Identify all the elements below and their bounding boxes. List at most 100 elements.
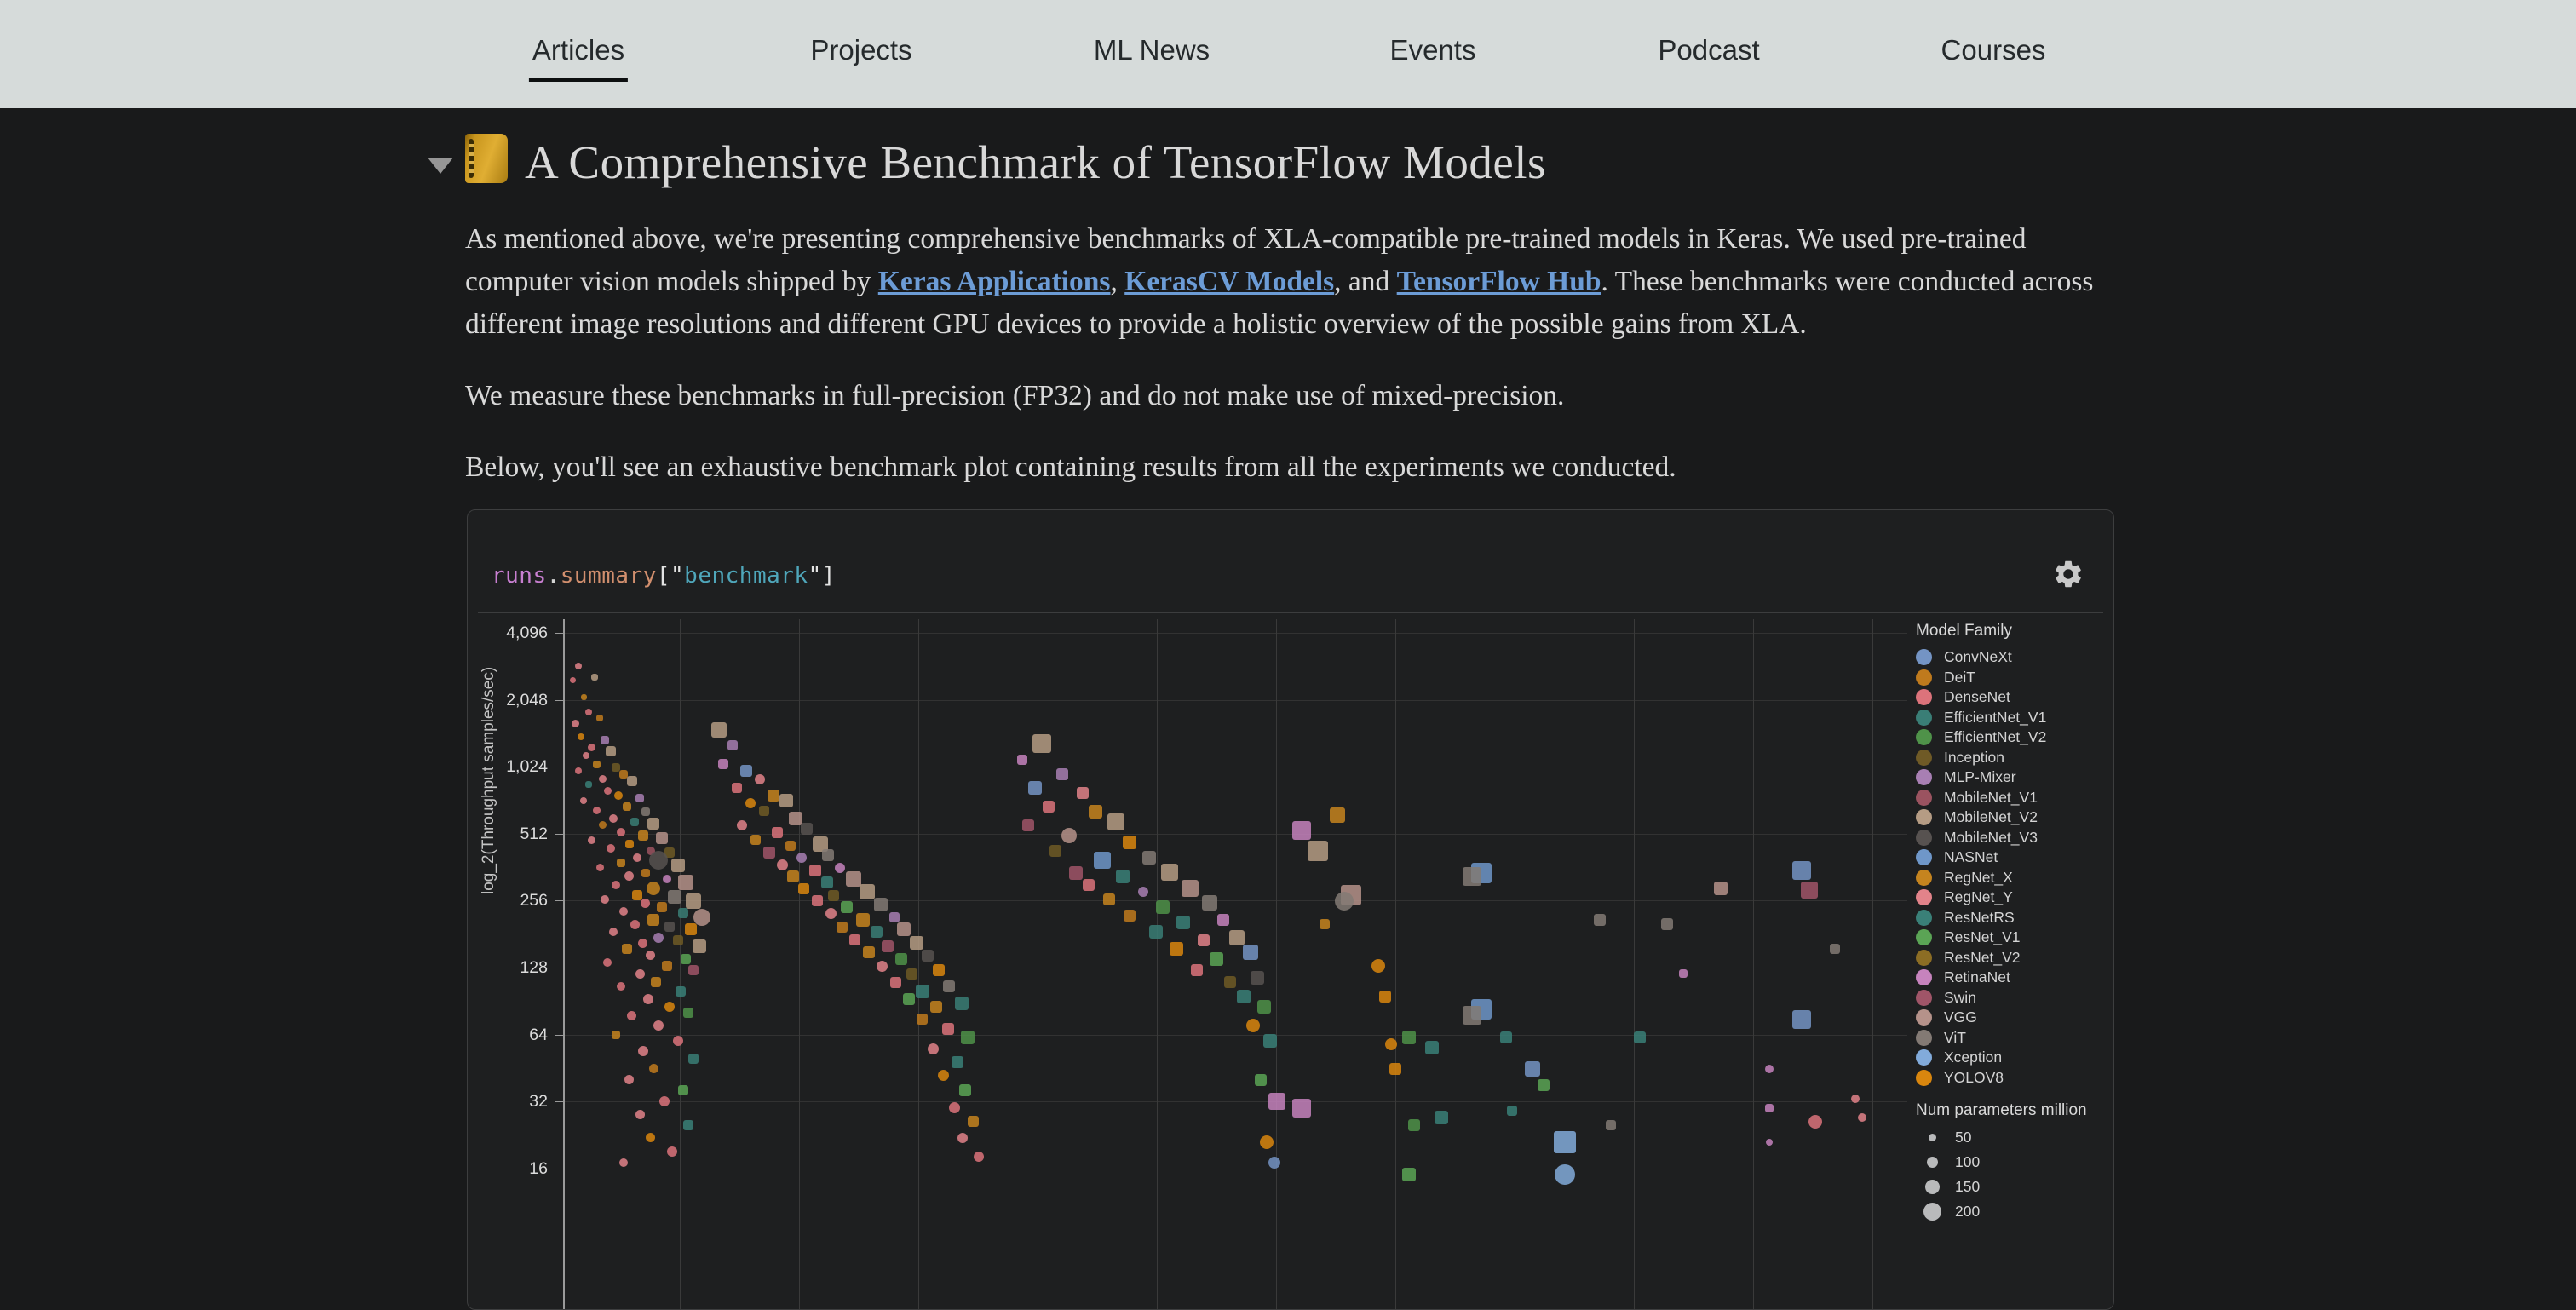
scatter-point bbox=[678, 874, 694, 890]
legend-item-efficientnet_v1[interactable]: EfficientNet_V1 bbox=[1916, 708, 2110, 728]
scatter-point bbox=[1210, 951, 1224, 966]
nav-tab-projects[interactable]: Projects bbox=[810, 34, 912, 66]
scatter-point bbox=[1714, 882, 1728, 896]
legend-item-convnext[interactable]: ConvNeXt bbox=[1916, 647, 2110, 668]
legend-item-swin[interactable]: Swin bbox=[1916, 988, 2110, 1008]
v-gridline bbox=[1395, 619, 1396, 1309]
legend-item-xception[interactable]: Xception bbox=[1916, 1048, 2110, 1068]
nav-tab-events[interactable]: Events bbox=[1389, 34, 1476, 66]
nav-tab-courses[interactable]: Courses bbox=[1941, 34, 2046, 66]
legend-item-inception[interactable]: Inception bbox=[1916, 748, 2110, 768]
legend-swatch-icon bbox=[1916, 1049, 1932, 1066]
scatter-point bbox=[915, 984, 929, 998]
legend-item-mobilenet_v1[interactable]: MobileNet_V1 bbox=[1916, 788, 2110, 808]
scatter-point bbox=[1765, 1138, 1773, 1146]
y-tick-mark bbox=[555, 1101, 563, 1103]
scatter-point bbox=[588, 836, 596, 844]
scatter-point bbox=[1434, 1111, 1448, 1125]
legend-item-resnet_v2[interactable]: ResNet_V2 bbox=[1916, 948, 2110, 968]
legend-label: RegNet_X bbox=[1944, 868, 2013, 886]
scatter-point bbox=[1049, 844, 1061, 857]
scatter-point bbox=[949, 1102, 961, 1114]
scatter-point bbox=[902, 993, 915, 1006]
scatter-point bbox=[873, 898, 888, 912]
legend-item-regnet_x[interactable]: RegNet_X bbox=[1916, 868, 2110, 888]
link-keras-applications[interactable]: Keras Applications bbox=[877, 266, 1111, 297]
nav-tab-podcast[interactable]: Podcast bbox=[1658, 34, 1760, 66]
scatter-point bbox=[906, 968, 917, 980]
scatter-point bbox=[932, 963, 945, 976]
scatter-point bbox=[1123, 909, 1136, 922]
collapse-caret-icon[interactable] bbox=[428, 158, 453, 174]
legend-item-resnetrs[interactable]: ResNetRS bbox=[1916, 908, 2110, 928]
link-tensorflow-hub[interactable]: TensorFlow Hub bbox=[1396, 266, 1601, 297]
benchmark-chart-panel: runs.summary["benchmark"] log_2(Throughp… bbox=[467, 509, 2114, 1310]
scatter-point bbox=[841, 900, 854, 913]
legend-swatch-icon bbox=[1916, 669, 1932, 686]
scatter-point bbox=[619, 769, 629, 779]
scatter-point bbox=[692, 939, 706, 953]
legend-swatch-icon bbox=[1916, 749, 1932, 766]
legend-item-efficientnet_v2[interactable]: EfficientNet_V2 bbox=[1916, 727, 2110, 748]
legend-item-mlp-mixer[interactable]: MLP-Mixer bbox=[1916, 767, 2110, 788]
scatter-point bbox=[624, 839, 634, 848]
scatter-point bbox=[614, 791, 624, 800]
y-tick-mark bbox=[555, 900, 563, 902]
legend-item-resnet_v1[interactable]: ResNet_V1 bbox=[1916, 928, 2110, 948]
scatter-point bbox=[658, 1096, 670, 1107]
nav-tab-ml-news[interactable]: ML News bbox=[1093, 34, 1210, 66]
legend-item-regnet_y[interactable]: RegNet_Y bbox=[1916, 888, 2110, 908]
legend-item-retinanet[interactable]: RetinaNet bbox=[1916, 968, 2110, 988]
nav-tab-articles[interactable]: Articles bbox=[528, 34, 629, 82]
legend-item-mobilenet_v3[interactable]: MobileNet_V3 bbox=[1916, 828, 2110, 848]
v-gridline bbox=[918, 619, 919, 1309]
scatter-point bbox=[664, 922, 676, 933]
scatter-point bbox=[922, 949, 934, 962]
y-tick-label: 128 bbox=[520, 958, 548, 977]
scatter-point bbox=[608, 928, 618, 937]
scatter-point bbox=[627, 1010, 637, 1020]
scatter-point bbox=[601, 735, 610, 744]
scatter-point bbox=[796, 852, 807, 863]
scatter-point bbox=[667, 1146, 678, 1158]
scatter-point bbox=[1217, 913, 1230, 926]
scatter-point bbox=[611, 1030, 620, 1039]
v-gridline bbox=[1276, 619, 1277, 1309]
gear-icon[interactable] bbox=[2052, 558, 2084, 590]
scatter-point bbox=[624, 1075, 635, 1085]
scatter-point bbox=[762, 847, 775, 859]
scatter-point bbox=[635, 968, 645, 979]
scatter-point bbox=[633, 853, 642, 862]
scatter-point bbox=[1236, 989, 1251, 1003]
legend-title: Model Family bbox=[1916, 622, 2012, 640]
size-legend-item-200: 200 bbox=[1916, 1199, 2110, 1224]
y-tick-mark bbox=[555, 833, 563, 835]
scatter-point bbox=[1028, 781, 1043, 796]
scatter-point bbox=[1142, 850, 1157, 865]
legend-item-mobilenet_v2[interactable]: MobileNet_V2 bbox=[1916, 807, 2110, 828]
scatter-point bbox=[938, 1069, 950, 1081]
legend-item-yolov8[interactable]: YOLOV8 bbox=[1916, 1068, 2110, 1089]
legend-item-nasnet[interactable]: NASNet bbox=[1916, 847, 2110, 868]
scatter-point bbox=[1857, 1113, 1866, 1123]
code-lbracket: [" bbox=[656, 563, 685, 589]
size-label: 150 bbox=[1955, 1178, 1981, 1195]
scatter-point bbox=[957, 1132, 969, 1143]
legend-item-deit[interactable]: DeiT bbox=[1916, 668, 2110, 688]
scatter-point bbox=[683, 1008, 694, 1019]
scatter-point bbox=[1830, 944, 1841, 955]
legend-item-vit[interactable]: ViT bbox=[1916, 1028, 2110, 1049]
scatter-point bbox=[569, 677, 576, 684]
legend-label: ResNetRS bbox=[1944, 908, 2015, 926]
size-label: 50 bbox=[1955, 1129, 1972, 1146]
legend-item-vgg[interactable]: VGG bbox=[1916, 1008, 2110, 1028]
scatter-point bbox=[1268, 1156, 1281, 1169]
legend-swatch-icon bbox=[1916, 809, 1932, 826]
legend-item-densenet[interactable]: DenseNet bbox=[1916, 687, 2110, 708]
scatter-point bbox=[849, 934, 861, 946]
legend-swatch-icon bbox=[1916, 689, 1932, 706]
scatter-point bbox=[929, 1001, 942, 1014]
scatter-point bbox=[617, 858, 626, 867]
scatter-point bbox=[1176, 915, 1190, 929]
link-kerascv-models[interactable]: KerasCV Models bbox=[1124, 266, 1335, 297]
